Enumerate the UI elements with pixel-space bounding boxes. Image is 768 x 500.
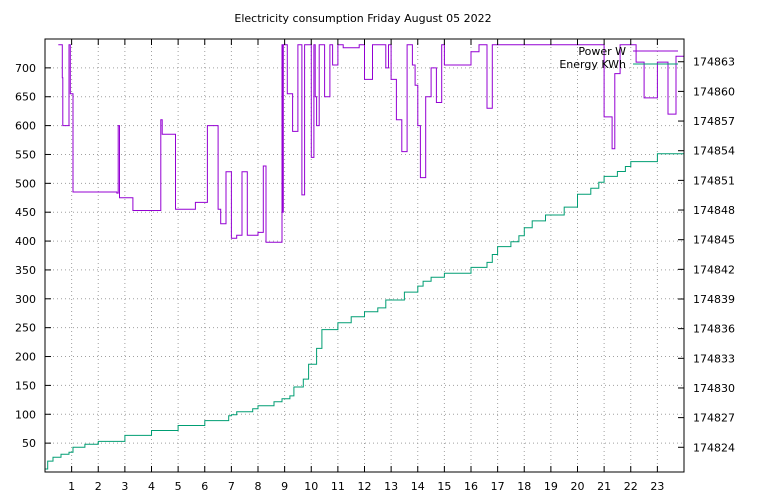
y-tick-label: 500 — [15, 177, 36, 190]
x-tick-label: 15 — [437, 480, 451, 493]
y2-tick-label: 174863 — [693, 56, 735, 69]
y2-tick-label: 174827 — [693, 412, 735, 425]
chart-title: Electricity consumption Friday August 05… — [234, 12, 491, 25]
x-tick-label: 13 — [384, 480, 398, 493]
y2-tick-label: 174839 — [693, 293, 735, 306]
y-tick-label: 700 — [15, 62, 36, 75]
grid-lines — [45, 39, 684, 472]
y-tick-label: 600 — [15, 120, 36, 133]
y-tick-label: 50 — [22, 437, 36, 450]
x-tick-label: 21 — [597, 480, 611, 493]
x-tick-label: 16 — [464, 480, 478, 493]
series-layer — [45, 44, 684, 470]
x-tick-label: 4 — [148, 480, 155, 493]
y-tick-label: 150 — [15, 379, 36, 392]
x-tick-label: 1 — [68, 480, 75, 493]
x-tick-label: 3 — [121, 480, 128, 493]
x-tick-label: 19 — [544, 480, 558, 493]
legend-energy-label: Energy KWh — [559, 58, 626, 71]
y-tick-label: 300 — [15, 293, 36, 306]
y-tick-label: 400 — [15, 235, 36, 248]
energy-series-line — [45, 143, 684, 470]
y2-tick-label: 174857 — [693, 115, 735, 128]
y-tick-label: 100 — [15, 408, 36, 421]
y2-tick-label: 174845 — [693, 234, 735, 247]
y2-tick-label: 174833 — [693, 352, 735, 365]
x-tick-label: 11 — [331, 480, 345, 493]
y2-tick-label: 174854 — [693, 145, 735, 158]
y2-tick-label: 174848 — [693, 204, 735, 217]
tick-marks: 1 2 3 4 5 6 7 8 9 10 11 12 13 14 15 16 17 18 19 20 21 22 23501… — [15, 39, 735, 493]
y2-tick-label: 174851 — [693, 174, 735, 187]
power-series-line — [58, 44, 684, 243]
y-tick-label: 200 — [15, 351, 36, 364]
x-tick-label: 20 — [571, 480, 585, 493]
x-tick-label: 6 — [201, 480, 208, 493]
y-tick-label: 550 — [15, 148, 36, 161]
x-tick-label: 5 — [175, 480, 182, 493]
legend-power-label: Power W — [578, 45, 626, 58]
x-tick-label: 8 — [255, 480, 262, 493]
x-tick-label: 10 — [304, 480, 318, 493]
y2-tick-label: 174824 — [693, 441, 735, 454]
y-tick-label: 650 — [15, 91, 36, 104]
y2-tick-label: 174860 — [693, 85, 735, 98]
x-tick-label: 18 — [517, 480, 531, 493]
x-tick-label: 9 — [281, 480, 288, 493]
y-tick-label: 350 — [15, 264, 36, 277]
x-tick-label: 22 — [624, 480, 638, 493]
y-tick-label: 250 — [15, 322, 36, 335]
x-tick-label: 17 — [491, 480, 505, 493]
y2-tick-label: 174836 — [693, 323, 735, 336]
y2-tick-label: 174842 — [693, 263, 735, 276]
y2-tick-label: 174830 — [693, 382, 735, 395]
x-tick-label: 23 — [650, 480, 664, 493]
x-tick-label: 7 — [228, 480, 235, 493]
x-tick-label: 12 — [358, 480, 372, 493]
legend: Power W Energy KWh — [559, 45, 678, 71]
x-tick-label: 14 — [411, 480, 425, 493]
y-tick-label: 450 — [15, 206, 36, 219]
x-tick-label: 2 — [95, 480, 102, 493]
